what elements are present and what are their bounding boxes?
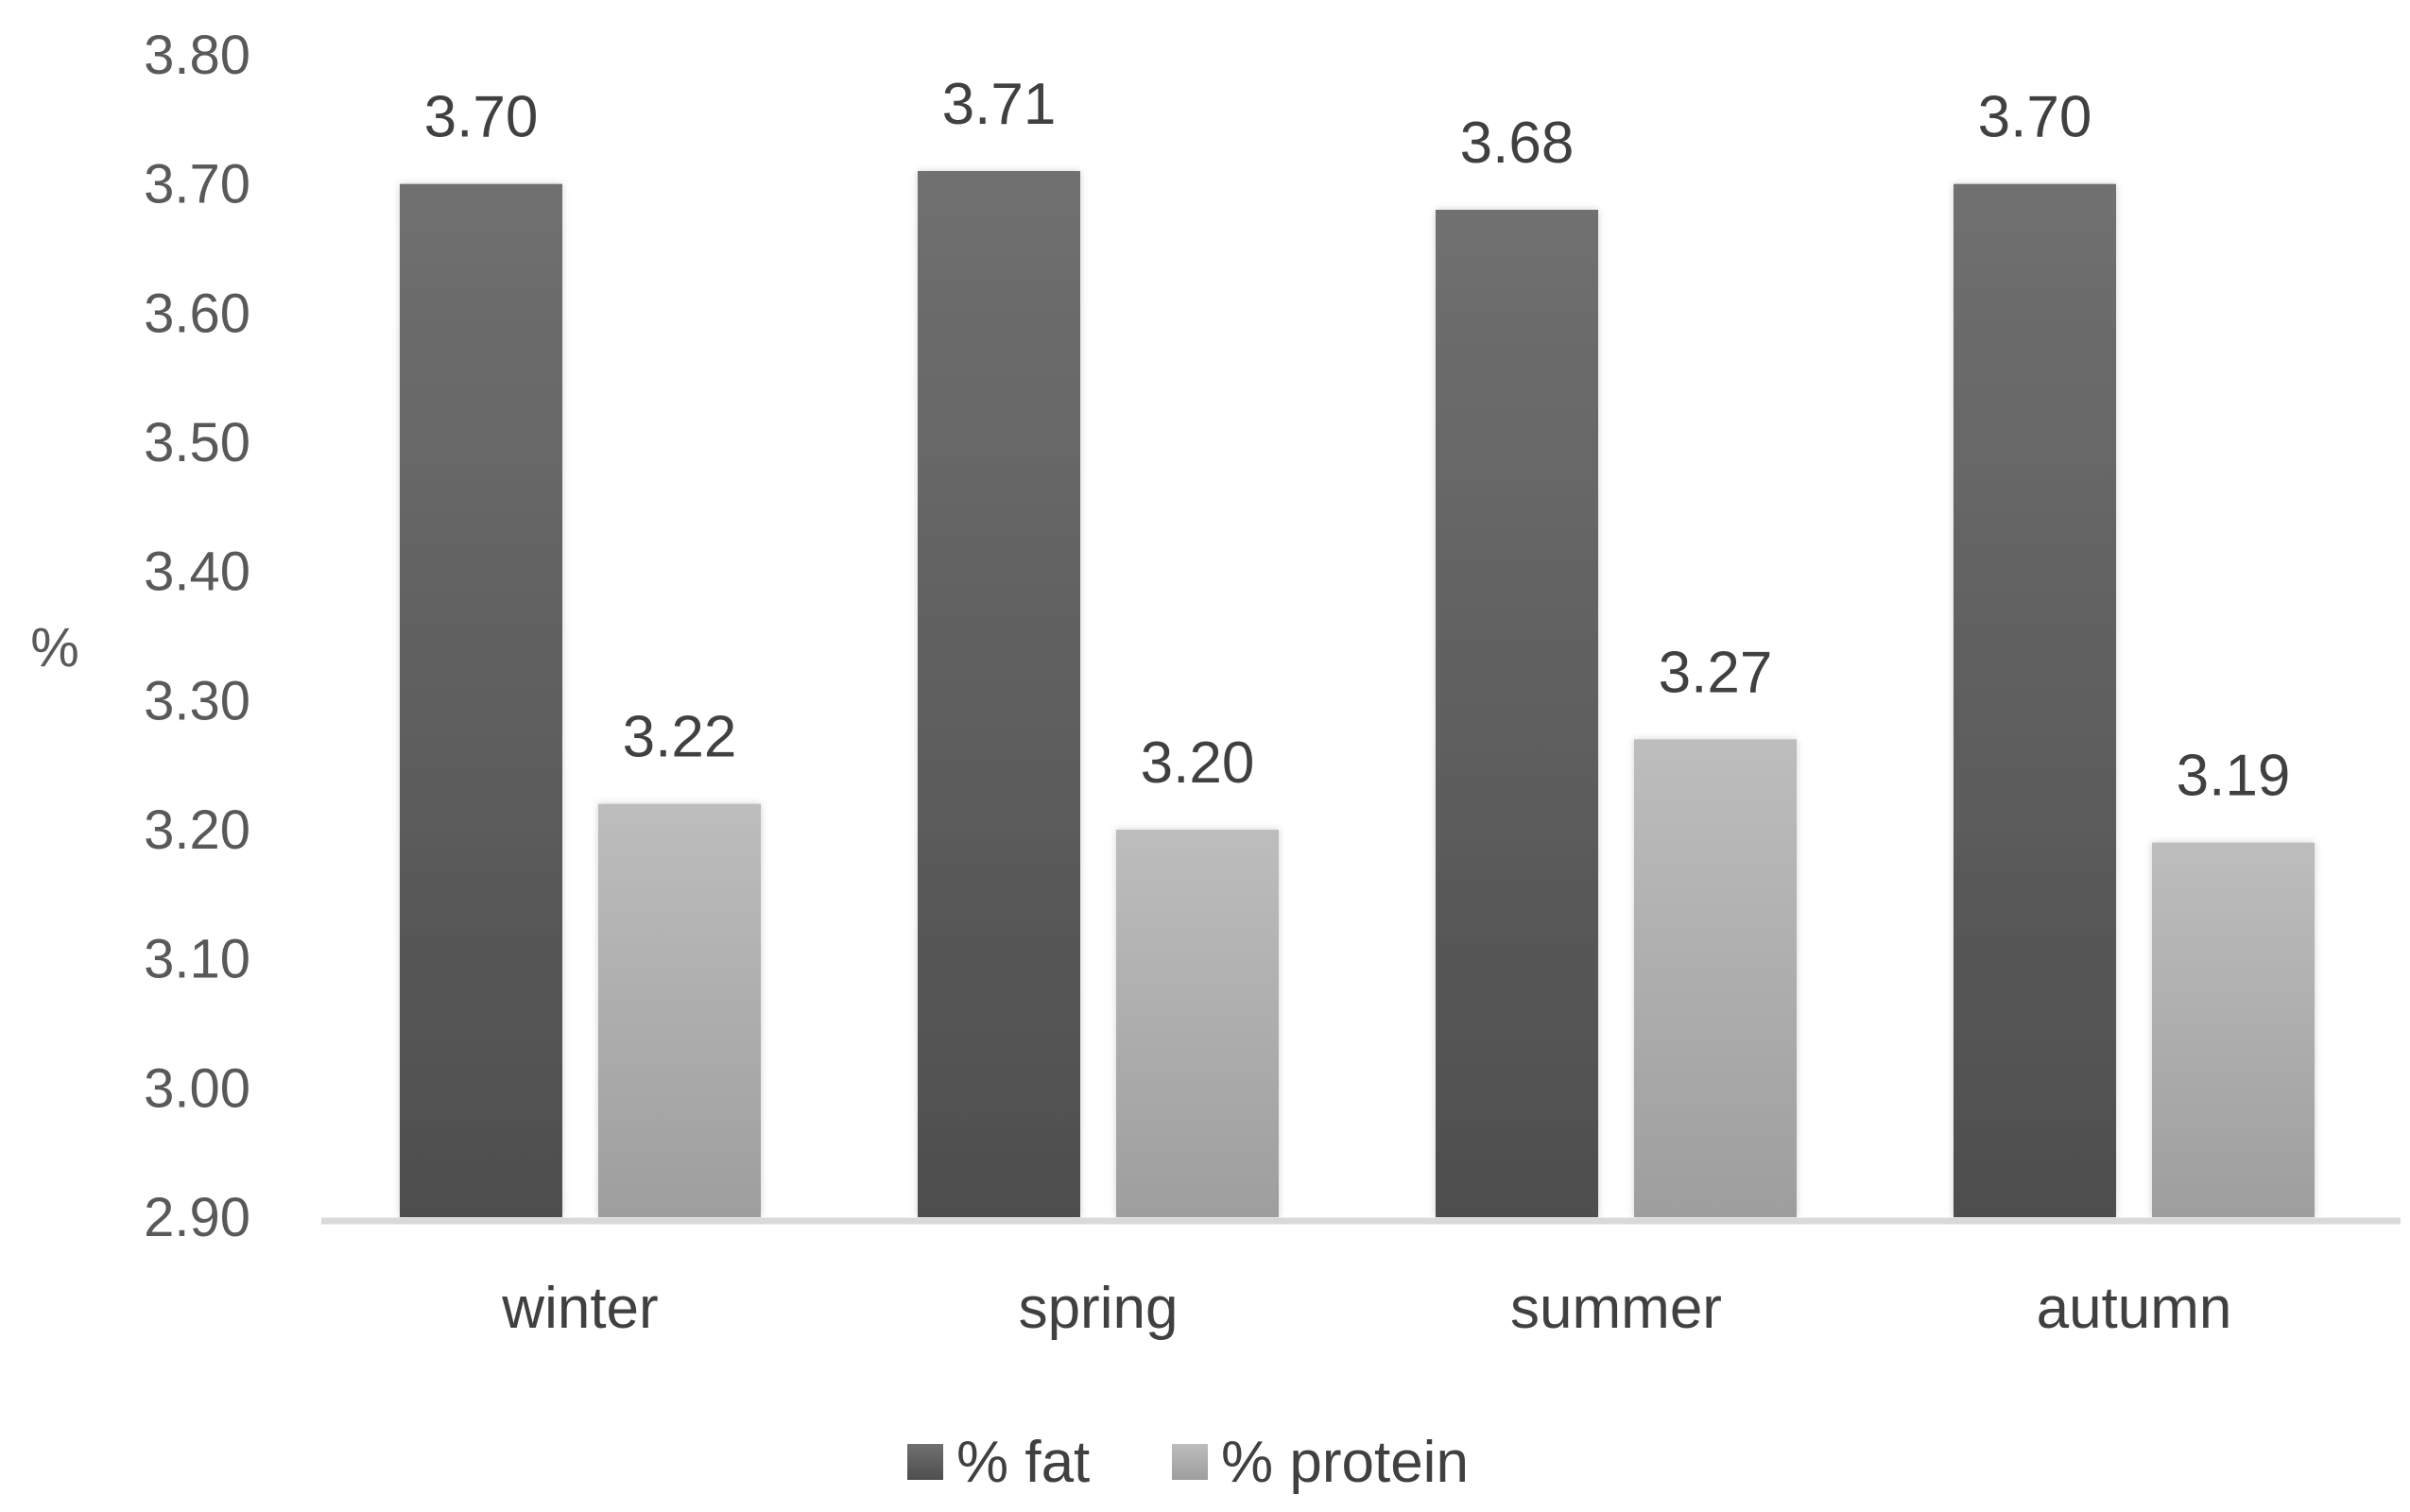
bar-protein-summer	[1634, 739, 1797, 1217]
y-axis-title: %	[30, 617, 79, 679]
y-axis-ticks: 2.90 3.00 3.10 3.20 3.30 3.40 3.50 3.60 3.70 3.80	[144, 25, 250, 1248]
y-tick-label: 3.20	[144, 799, 250, 861]
category-label-winter: winter	[501, 1276, 658, 1341]
data-labels-group: 3.70 3.22 3.71 3.20 3.68 3.27 3.70 3.19	[424, 72, 2291, 809]
data-label-protein-winter: 3.22	[623, 705, 737, 770]
bar-protein-winter	[598, 803, 761, 1217]
data-label-protein-summer: 3.27	[1659, 640, 1773, 705]
category-label-summer: summer	[1510, 1276, 1722, 1341]
legend-label-protein: % protein	[1221, 1430, 1469, 1495]
data-label-fat-summer: 3.68	[1460, 111, 1575, 176]
bar-fat-autumn	[1954, 183, 2116, 1218]
y-tick-label: 3.30	[144, 670, 250, 731]
data-label-fat-autumn: 3.70	[1978, 85, 2092, 150]
category-label-autumn: autumn	[2037, 1276, 2232, 1341]
data-label-fat-winter: 3.70	[424, 85, 539, 150]
bar-fat-summer	[1436, 210, 1598, 1217]
y-tick-label: 3.00	[144, 1057, 250, 1119]
bar-protein-spring	[1116, 830, 1279, 1217]
bar-fat-spring	[918, 171, 1080, 1217]
y-tick-label: 3.80	[144, 25, 250, 86]
category-labels-group: winter spring summer autumn	[501, 1276, 2231, 1341]
data-label-protein-autumn: 3.19	[2177, 744, 2291, 809]
bars-group	[400, 171, 2315, 1218]
data-label-protein-spring: 3.20	[1141, 730, 1255, 796]
y-tick-label: 2.90	[144, 1187, 250, 1248]
legend-swatch-protein	[1172, 1444, 1208, 1480]
category-label-spring: spring	[1019, 1276, 1179, 1341]
y-tick-label: 3.50	[144, 412, 250, 473]
y-tick-label: 3.70	[144, 154, 250, 215]
y-tick-label: 3.10	[144, 929, 250, 990]
data-label-fat-spring: 3.71	[942, 72, 1057, 137]
legend-swatch-fat	[907, 1444, 943, 1480]
bar-fat-winter	[400, 183, 562, 1218]
legend: % fat % protein	[907, 1430, 1469, 1495]
y-tick-label: 3.60	[144, 283, 250, 344]
legend-label-fat: % fat	[956, 1430, 1090, 1495]
bar-protein-autumn	[2152, 842, 2315, 1217]
y-tick-label: 3.40	[144, 541, 250, 603]
